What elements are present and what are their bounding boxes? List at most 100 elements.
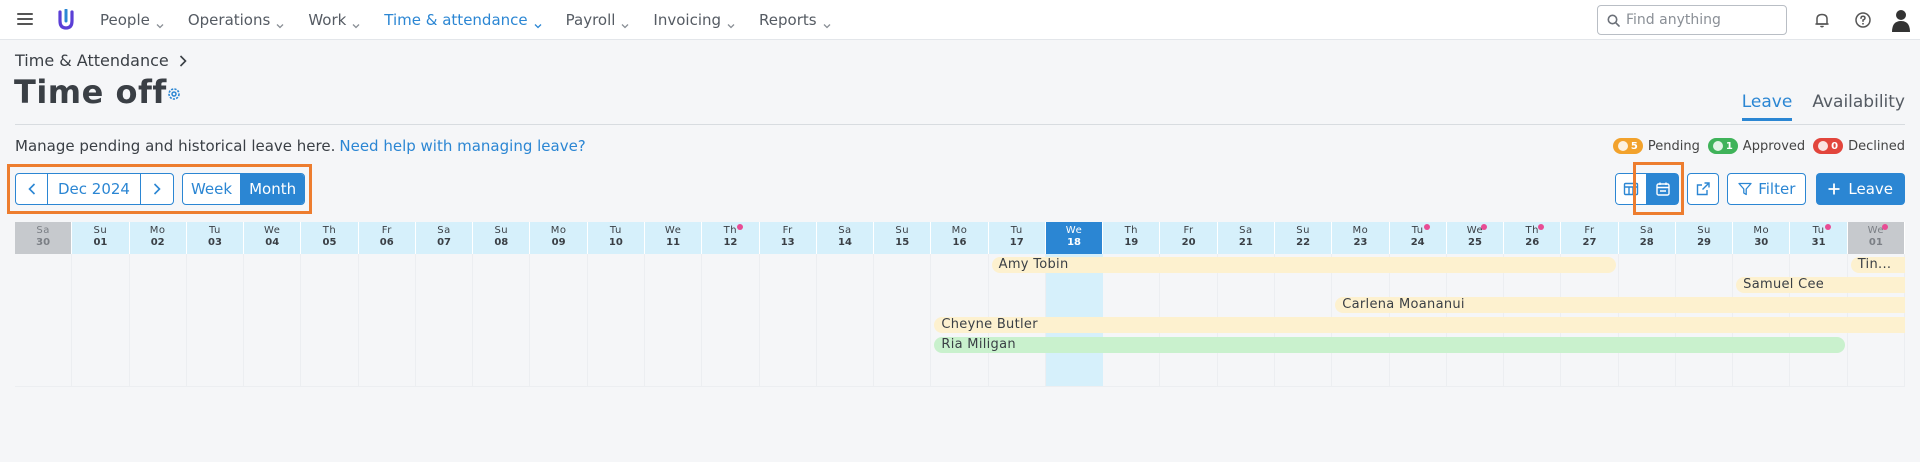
calendar-view-button[interactable] [1647, 173, 1680, 205]
day-header[interactable]: Sa 30 [15, 222, 73, 254]
day-header[interactable]: Mo 09 [530, 222, 588, 254]
day-column [187, 222, 245, 387]
day-header[interactable]: Tu 10 [587, 222, 645, 254]
tab-leave[interactable]: Leave [1741, 92, 1793, 121]
breadcrumb-item[interactable]: Time & Attendance [15, 51, 169, 70]
prev-month-button[interactable] [16, 174, 48, 204]
chevron-down-icon [621, 16, 629, 29]
logo[interactable] [58, 8, 74, 31]
day-header[interactable]: Th 26 [1504, 222, 1562, 254]
day-date: 16 [952, 237, 967, 248]
day-date: 08 [494, 237, 509, 248]
current-month-button[interactable]: Dec 2024 [48, 174, 141, 204]
search-box[interactable] [1597, 5, 1787, 35]
day-date: 28 [1639, 237, 1654, 248]
leave-bar[interactable]: Samuel Cee [1736, 277, 1905, 293]
day-header[interactable]: We 18 [1045, 222, 1104, 254]
day-header[interactable]: We 04 [244, 222, 302, 254]
day-header[interactable]: Tu 03 [186, 222, 245, 254]
day-header[interactable]: Mo 23 [1332, 222, 1390, 254]
page-title: Time off [14, 73, 167, 111]
nav-item-time-attendance[interactable]: Time & attendance [384, 11, 542, 29]
leave-bar[interactable]: Ria Miligan [934, 337, 1845, 353]
leave-bar[interactable]: Amy Tobin [991, 257, 1616, 273]
day-header[interactable]: We 01 [1847, 222, 1905, 254]
day-header[interactable]: Su 22 [1275, 222, 1333, 254]
day-header[interactable]: Tu 24 [1389, 222, 1447, 254]
user-icon[interactable] [1891, 8, 1911, 32]
day-header[interactable]: Sa 07 [415, 222, 474, 254]
month-navigator: Dec 2024 [15, 173, 174, 205]
leave-bar[interactable]: Carlena Moananui [1335, 297, 1905, 313]
day-header[interactable]: We 11 [645, 222, 703, 254]
day-name: Th [1124, 225, 1139, 236]
tabs-divider [15, 124, 1905, 125]
day-column [645, 222, 703, 387]
day-header[interactable]: Mo 02 [129, 222, 187, 254]
day-column [359, 222, 416, 387]
day-header[interactable]: Th 19 [1103, 222, 1161, 254]
day-header[interactable]: Su 29 [1675, 222, 1734, 254]
help-link[interactable]: Need help with managing leave? [339, 137, 586, 155]
day-name: We [263, 225, 281, 236]
day-header[interactable]: Fr 27 [1561, 222, 1619, 254]
chevron-down-icon [156, 16, 164, 29]
day-name: Su [895, 225, 910, 236]
day-header[interactable]: Tu 17 [988, 222, 1046, 254]
day-date: 24 [1410, 237, 1425, 248]
nav-item-invoicing[interactable]: Invoicing [653, 11, 735, 29]
view-toggle: Week Month [181, 173, 306, 205]
leave-bar[interactable]: Cheyne Butler [934, 317, 1905, 333]
day-column [1160, 222, 1218, 387]
search-input[interactable] [1626, 12, 1776, 28]
bell-icon[interactable] [1813, 11, 1831, 29]
filter-button[interactable]: Filter [1727, 173, 1807, 205]
day-header[interactable]: We 25 [1446, 222, 1505, 254]
day-date: 06 [379, 237, 394, 248]
day-header[interactable]: Su 01 [72, 222, 130, 254]
leave-bar[interactable]: Tin... [1850, 257, 1905, 273]
day-header[interactable]: Su 08 [473, 222, 531, 254]
nav-item-payroll[interactable]: Payroll [566, 11, 630, 29]
next-month-button[interactable] [141, 174, 173, 204]
day-header[interactable]: Sa 14 [816, 222, 875, 254]
day-header[interactable]: Sa 21 [1217, 222, 1275, 254]
page-description: Manage pending and historical leave here… [15, 137, 586, 155]
day-column [1218, 222, 1275, 387]
day-header[interactable]: Mo 30 [1733, 222, 1791, 254]
day-header[interactable]: Su 15 [874, 222, 932, 254]
view-week-button[interactable]: Week [183, 174, 242, 204]
nav-item-people[interactable]: People [100, 11, 164, 29]
export-button[interactable] [1687, 173, 1720, 205]
day-header[interactable]: Th 05 [301, 222, 359, 254]
breadcrumb[interactable]: Time & Attendance [15, 51, 187, 70]
day-name: Su [93, 225, 108, 236]
day-header[interactable]: Th 12 [702, 222, 760, 254]
day-name: Su [494, 225, 509, 236]
nav-item-reports[interactable]: Reports [759, 11, 831, 29]
day-header[interactable]: Sa 28 [1618, 222, 1676, 254]
nav-item-operations[interactable]: Operations [188, 11, 284, 29]
day-header[interactable]: Tu 31 [1790, 222, 1848, 254]
day-header[interactable]: Fr 20 [1160, 222, 1218, 254]
day-name: Tu [208, 225, 221, 236]
day-date: 31 [1811, 237, 1826, 248]
nav-item-work[interactable]: Work [308, 11, 360, 29]
table-view-button[interactable] [1615, 173, 1648, 205]
settings-gear-icon[interactable] [166, 86, 182, 102]
add-leave-button[interactable]: Leave [1816, 173, 1905, 205]
tab-availability[interactable]: Availability [1812, 92, 1905, 112]
status-badge: 0 [1813, 138, 1844, 154]
day-name: Th [723, 225, 738, 236]
check-icon [1712, 141, 1723, 151]
day-name: Fr [782, 225, 793, 236]
day-header[interactable]: Fr 06 [358, 222, 416, 254]
view-month-button[interactable]: Month [241, 174, 305, 204]
chevron-left-icon [27, 183, 35, 195]
day-header[interactable]: Fr 13 [759, 222, 817, 254]
help-icon[interactable] [1854, 11, 1872, 29]
nav-item-label: Operations [187, 11, 271, 29]
day-name: Su [1697, 225, 1711, 236]
day-header[interactable]: Mo 16 [931, 222, 989, 254]
hamburger-icon[interactable] [17, 13, 33, 27]
